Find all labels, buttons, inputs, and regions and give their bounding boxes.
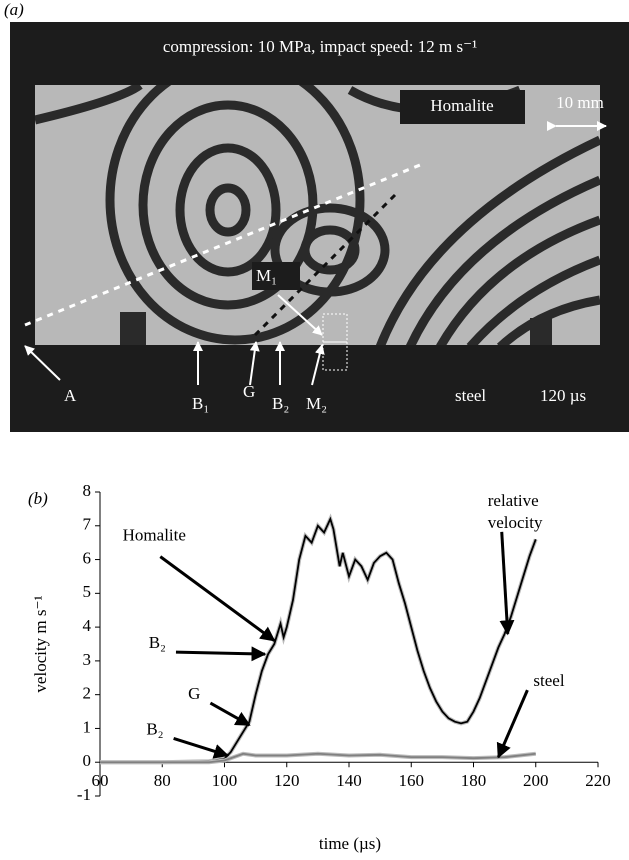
- panel-label: (b): [28, 489, 48, 508]
- series-line: [100, 752, 536, 764]
- annotation-label: G: [188, 684, 200, 703]
- guide-lines: [24, 163, 421, 337]
- annotation-label: velocity: [488, 513, 543, 532]
- y-tick-label: 0: [83, 751, 92, 770]
- y-tick-label: 1: [83, 717, 92, 736]
- x-tick-label: 100: [212, 771, 238, 790]
- marker-label: G: [243, 382, 255, 401]
- y-axis-title: velocity m s⁻¹: [31, 595, 50, 692]
- marker-label: B₁: [192, 394, 209, 413]
- caption: compression: 10 MPa, impact speed: 12 m …: [163, 37, 477, 56]
- annotation-label: Homalite: [123, 526, 186, 545]
- x-tick-label: 120: [274, 771, 300, 790]
- marker-label: A: [64, 386, 77, 405]
- annotation-arrow: [496, 689, 529, 759]
- base-label: steel: [455, 386, 486, 405]
- marker-label: M₂: [306, 394, 327, 413]
- annotation-arrow: [499, 531, 515, 636]
- marker-label: M₁: [256, 266, 277, 285]
- chart: (b) time (µs) velocity m s⁻¹ -1 0 1 2 3 4 5 6 7 8…: [28, 481, 611, 853]
- marker-label: B₂: [272, 394, 289, 413]
- x-tick-label: 140: [336, 771, 362, 790]
- series-line: [100, 516, 537, 764]
- panel-label: (a): [4, 0, 24, 19]
- photo-arrows: [24, 294, 325, 386]
- x-tick-label: 160: [399, 771, 425, 790]
- annotation-label: relative: [488, 491, 539, 510]
- y-tick-label: 3: [83, 650, 92, 669]
- y-tick-label: 4: [83, 616, 92, 635]
- annotation-arrow: [209, 701, 251, 727]
- y-tick-label: 5: [83, 582, 92, 601]
- annotation-arrow: [173, 737, 230, 759]
- y-tick-label: 8: [83, 481, 92, 500]
- annotation-arrow: [159, 555, 276, 642]
- time-label: 120 µs: [540, 386, 586, 405]
- annotation-label: B₂: [146, 719, 163, 738]
- x-tick-label: 80: [154, 771, 171, 790]
- annotation-label: steel: [533, 671, 564, 690]
- y-tick-label: 7: [83, 515, 92, 534]
- annotation-arrow: [175, 646, 267, 662]
- y-tick-label: -1: [77, 785, 91, 804]
- scale-label: 10 mm: [556, 93, 604, 112]
- x-axis-title: time (µs): [319, 834, 381, 853]
- x-tick-label: 220: [585, 771, 611, 790]
- y-tick-label: 6: [83, 548, 92, 567]
- material-label: Homalite: [430, 96, 493, 115]
- annotation-label: B₂: [149, 633, 166, 652]
- fringe-pattern: [35, 85, 600, 347]
- x-tick-label: 180: [461, 771, 487, 790]
- y-tick-label: 2: [83, 684, 92, 703]
- x-tick-label: 200: [523, 771, 549, 790]
- x-tick-label: 60: [92, 771, 109, 790]
